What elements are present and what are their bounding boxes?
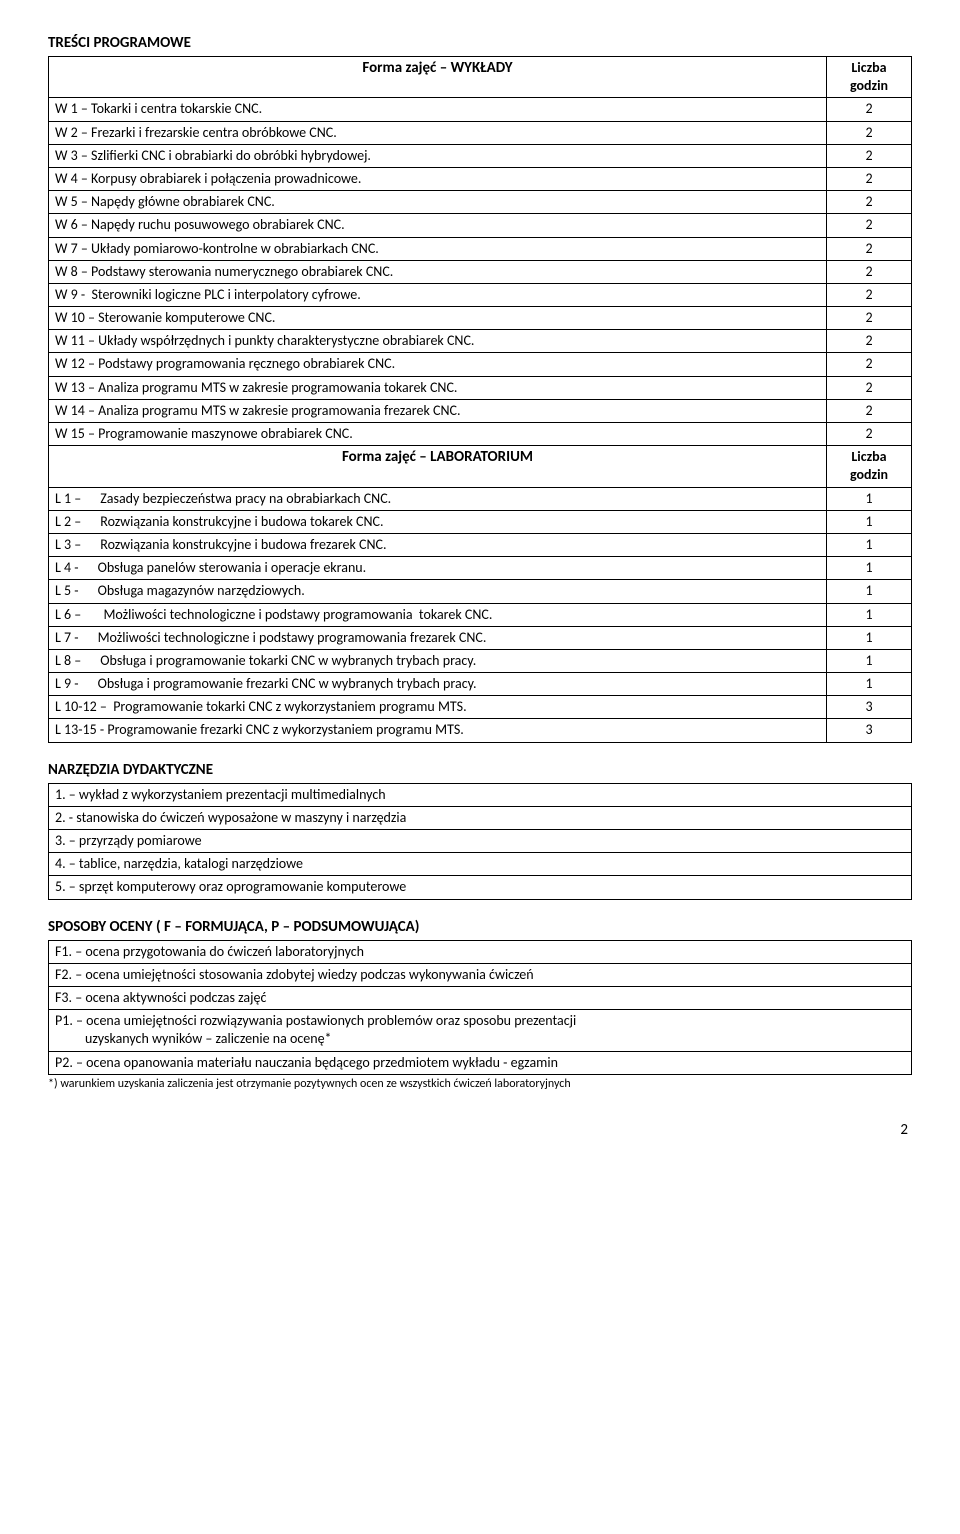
assessment-p1-line2: uzyskanych wyników – zaliczenie na ocenę…: [55, 1030, 905, 1048]
page-number: 2: [48, 1121, 912, 1139]
lab-row-label: L 4 - Obsługa panelów sterowania i opera…: [49, 557, 827, 580]
wyklady-row-label: W 8 – Podstawy sterowania numerycznego o…: [49, 260, 827, 283]
assessment-p1: P1. – ocena umiejętności rozwiązywania p…: [49, 1010, 912, 1051]
wyklady-row-label: W 4 – Korpusy obrabiarek i połączenia pr…: [49, 167, 827, 190]
wyklady-row-label: W 2 – Frezarki i frezarskie centra obrób…: [49, 121, 827, 144]
wyklady-row-label: W 10 – Sterowanie komputerowe CNC.: [49, 307, 827, 330]
tool-row: 3. – przyrządy pomiarowe: [49, 830, 912, 853]
lab-row-label: L 7 - Możliwości technologiczne i podsta…: [49, 626, 827, 649]
wyklady-row-label: W 3 – Szlifierki CNC i obrabiarki do obr…: [49, 144, 827, 167]
wyklady-row-hrs: 2: [827, 121, 912, 144]
wyklady-row-hrs: 2: [827, 260, 912, 283]
section-heading-sposoby: SPOSOBY OCENY ( F – FORMUJĄCA, P – PODSU…: [48, 918, 912, 936]
wyklady-row-hrs: 2: [827, 191, 912, 214]
assessment-p1-line1: P1. – ocena umiejętności rozwiązywania p…: [55, 1012, 576, 1029]
wyklady-row-hrs: 2: [827, 144, 912, 167]
lab-row-hrs: 3: [827, 719, 912, 742]
tool-row: 4. – tablice, narzędzia, katalogi narzęd…: [49, 853, 912, 876]
footnote: *) warunkiem uzyskania zaliczenia jest o…: [48, 1077, 912, 1091]
content-table: Forma zajęć – WYKŁADY LiczbagodzinW 1 – …: [48, 56, 912, 743]
lab-row-hrs: 1: [827, 510, 912, 533]
assessment-p2: P2. – ocena opanowania materiału nauczan…: [49, 1051, 912, 1074]
lab-row-label: L 2 – Rozwiązania konstrukcyjne i budowa…: [49, 510, 827, 533]
wyklady-row-hrs: 2: [827, 307, 912, 330]
wyklady-row-hrs: 2: [827, 423, 912, 446]
wyklady-row-label: W 12 – Podstawy programowania ręcznego o…: [49, 353, 827, 376]
wyklady-row-hrs: 2: [827, 167, 912, 190]
wyklady-row-hrs: 2: [827, 376, 912, 399]
lab-row-hrs: 1: [827, 673, 912, 696]
wyklady-row-label: W 5 – Napędy główne obrabiarek CNC.: [49, 191, 827, 214]
lab-row-hrs: 1: [827, 487, 912, 510]
lab-row-label: L 9 - Obsługa i programowanie frezarki C…: [49, 673, 827, 696]
tools-table: 1. – wykład z wykorzystaniem prezentacji…: [48, 783, 912, 900]
lab-row-hrs: 1: [827, 580, 912, 603]
lab-row-label: L 1 – Zasady bezpieczeństwa pracy na obr…: [49, 487, 827, 510]
lab-row-hrs: 1: [827, 533, 912, 556]
wyklady-row-label: W 6 – Napędy ruchu posuwowego obrabiarek…: [49, 214, 827, 237]
assessment-table: F1. – ocena przygotowania do ćwiczeń lab…: [48, 940, 912, 1075]
wyklady-row-label: W 9 - Sterowniki logiczne PLC i interpol…: [49, 283, 827, 306]
section-heading-tresci: TREŚCI PROGRAMOWE: [48, 34, 912, 52]
wyklady-row-label: W 15 – Programowanie maszynowe obrabiare…: [49, 423, 827, 446]
lab-row-label: L 13-15 - Programowanie frezarki CNC z w…: [49, 719, 827, 742]
wyklady-row-hrs: 2: [827, 237, 912, 260]
assessment-f3: F3. – ocena aktywności podczas zajęć: [49, 986, 912, 1009]
wyklady-row-hrs: 2: [827, 214, 912, 237]
wyklady-row-label: W 1 – Tokarki i centra tokarskie CNC.: [49, 98, 827, 121]
wyklady-row-hrs: 2: [827, 399, 912, 422]
wyklady-row-label: W 13 – Analiza programu MTS w zakresie p…: [49, 376, 827, 399]
lab-row-hrs: 3: [827, 696, 912, 719]
lab-row-hrs: 1: [827, 557, 912, 580]
lab-row-hrs: 1: [827, 603, 912, 626]
lab-row-label: L 3 – Rozwiązania konstrukcyjne i budowa…: [49, 533, 827, 556]
wyklady-row-label: W 11 – Układy współrzędnych i punkty cha…: [49, 330, 827, 353]
tool-row: 5. – sprzęt komputerowy oraz oprogramowa…: [49, 876, 912, 899]
tool-row: 1. – wykład z wykorzystaniem prezentacji…: [49, 783, 912, 806]
lab-row-label: L 10-12 – Programowanie tokarki CNC z wy…: [49, 696, 827, 719]
lab-row-hrs: 1: [827, 649, 912, 672]
lab-row-label: L 5 - Obsługa magazynów narzędziowych.: [49, 580, 827, 603]
lab-header: Forma zajęć – LABORATORIUM: [49, 446, 827, 487]
wyklady-row-label: W 7 – Układy pomiarowo-kontrolne w obrab…: [49, 237, 827, 260]
assessment-f2: F2. – ocena umiejętności stosowania zdob…: [49, 963, 912, 986]
tool-row: 2. - stanowiska do ćwiczeń wyposażone w …: [49, 806, 912, 829]
wyklady-row-label: W 14 – Analiza programu MTS w zakresie p…: [49, 399, 827, 422]
lab-row-label: L 8 – Obsługa i programowanie tokarki CN…: [49, 649, 827, 672]
wyklady-header: Forma zajęć – WYKŁADY: [49, 57, 827, 98]
liczba-header-2: Liczbagodzin: [827, 446, 912, 487]
section-heading-narzedzia: NARZĘDZIA DYDAKTYCZNE: [48, 761, 912, 779]
lab-row-hrs: 1: [827, 626, 912, 649]
wyklady-row-hrs: 2: [827, 283, 912, 306]
liczba-header-1: Liczbagodzin: [827, 57, 912, 98]
wyklady-row-hrs: 2: [827, 330, 912, 353]
assessment-f1: F1. – ocena przygotowania do ćwiczeń lab…: [49, 940, 912, 963]
wyklady-row-hrs: 2: [827, 98, 912, 121]
lab-row-label: L 6 – Możliwości technologiczne i podsta…: [49, 603, 827, 626]
wyklady-row-hrs: 2: [827, 353, 912, 376]
